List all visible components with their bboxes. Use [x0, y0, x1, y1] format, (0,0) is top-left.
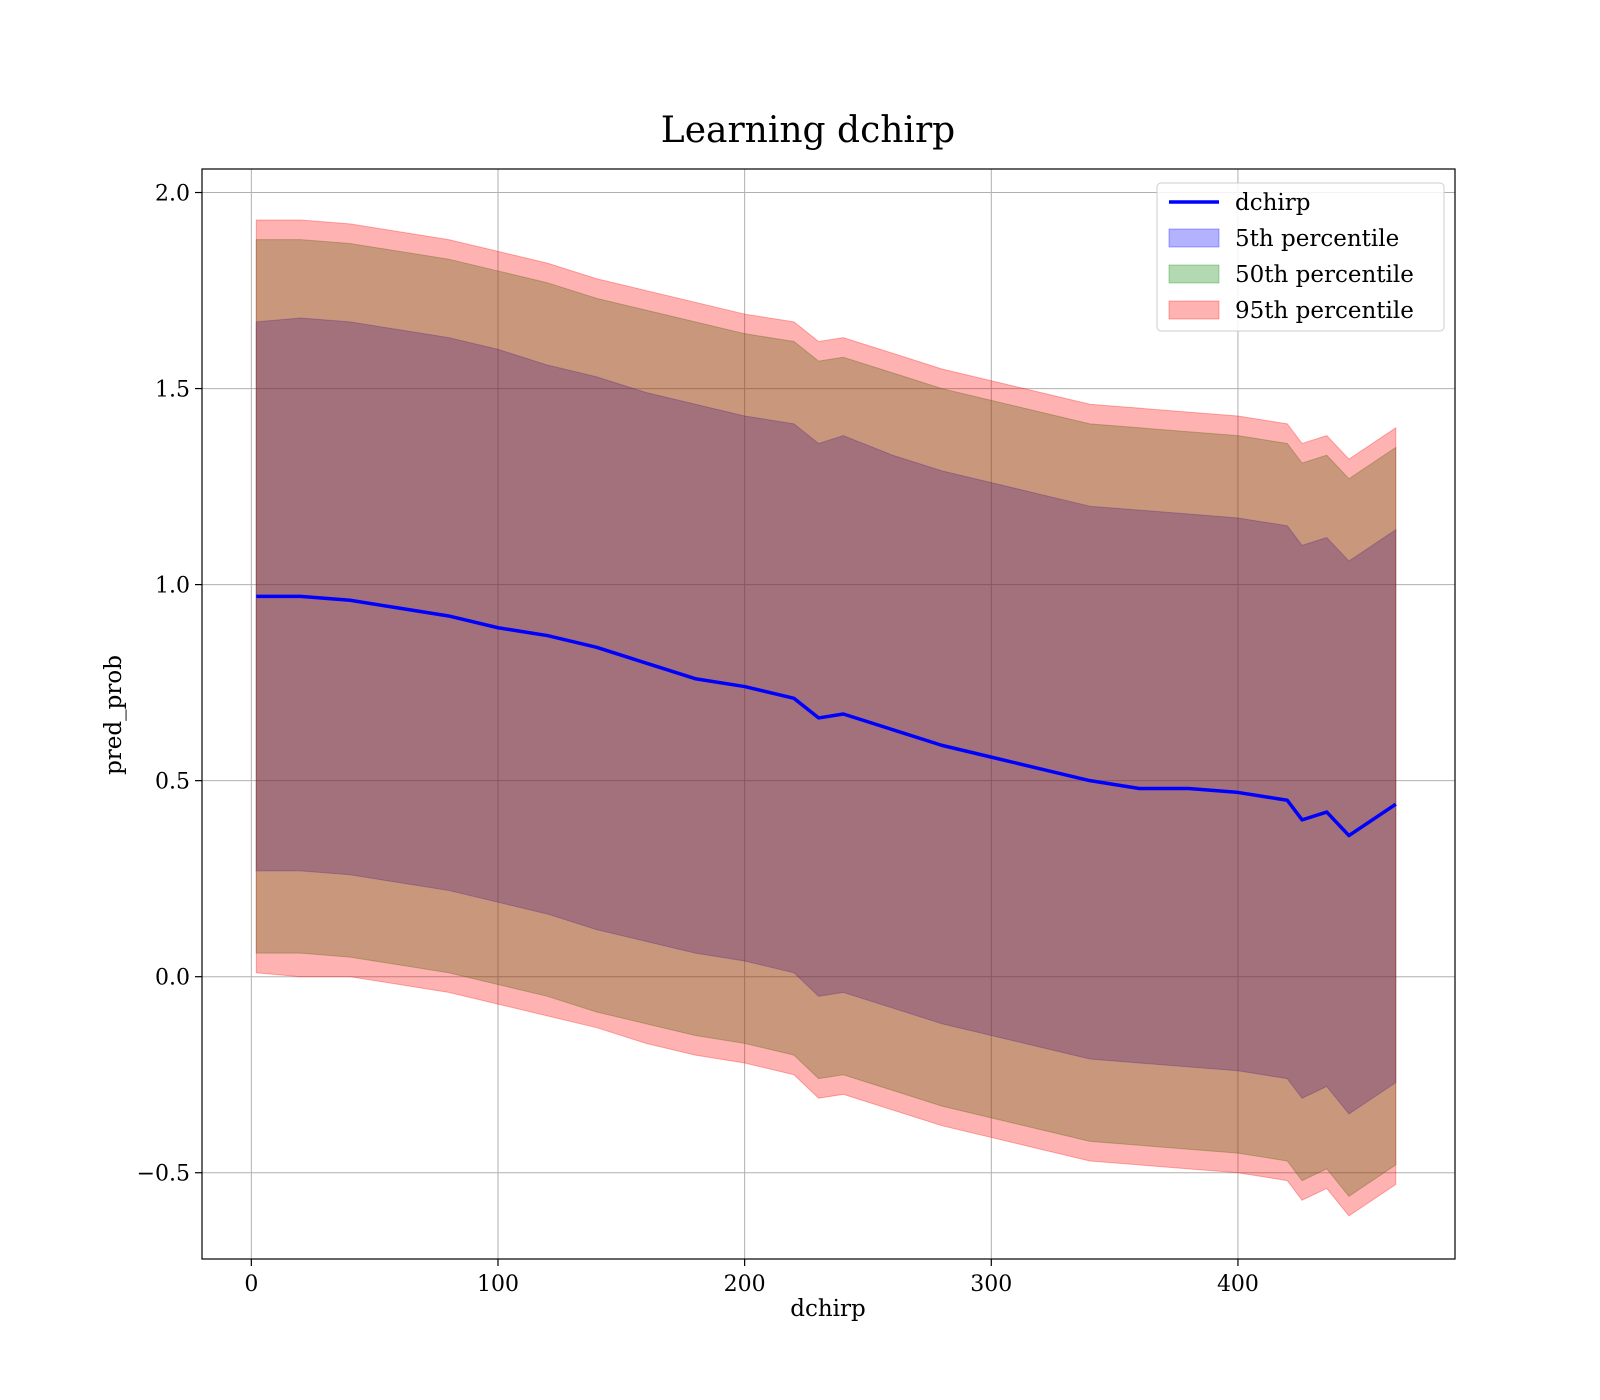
legend-swatch-patch [1168, 228, 1220, 248]
legend-label: 5th percentile [1235, 226, 1399, 252]
y-tick-label: 0.5 [155, 770, 190, 795]
y-tick-label: 1.0 [155, 574, 190, 599]
y-axis-label: pred_prob [101, 655, 127, 775]
y-tick-label: 2.0 [155, 182, 190, 207]
x-axis-label: dchirp [790, 1296, 866, 1322]
y-tick-label: 1.5 [155, 378, 190, 403]
x-tick-label: 100 [477, 1272, 519, 1297]
legend: dchirp 5th percentile 50th percentile 95th … [1156, 182, 1445, 332]
dchirp-line [256, 594, 1397, 838]
legend-label: dchirp [1235, 190, 1311, 216]
plot-area: 0 100 200 300 400 −0.5 0.0 0.5 1.0 1.5 2.0 [137, 168, 1456, 1297]
plot-frame [201, 168, 1456, 1260]
x-tick-label: 400 [1217, 1272, 1259, 1297]
legend-swatch-patch [1168, 264, 1220, 284]
x-tick-label: 200 [724, 1272, 766, 1297]
y-tick-label: −0.5 [137, 1162, 190, 1187]
y-tick-label: 0.0 [155, 966, 190, 991]
legend-box [1156, 182, 1445, 332]
legend-label: 95th percentile [1235, 298, 1414, 324]
x-tick-label: 0 [244, 1272, 258, 1297]
chart-title: Learning dchirp [661, 110, 955, 151]
legend-swatch-patch [1168, 300, 1220, 320]
x-tick-label: 300 [970, 1272, 1012, 1297]
legend-label: 50th percentile [1235, 262, 1414, 288]
